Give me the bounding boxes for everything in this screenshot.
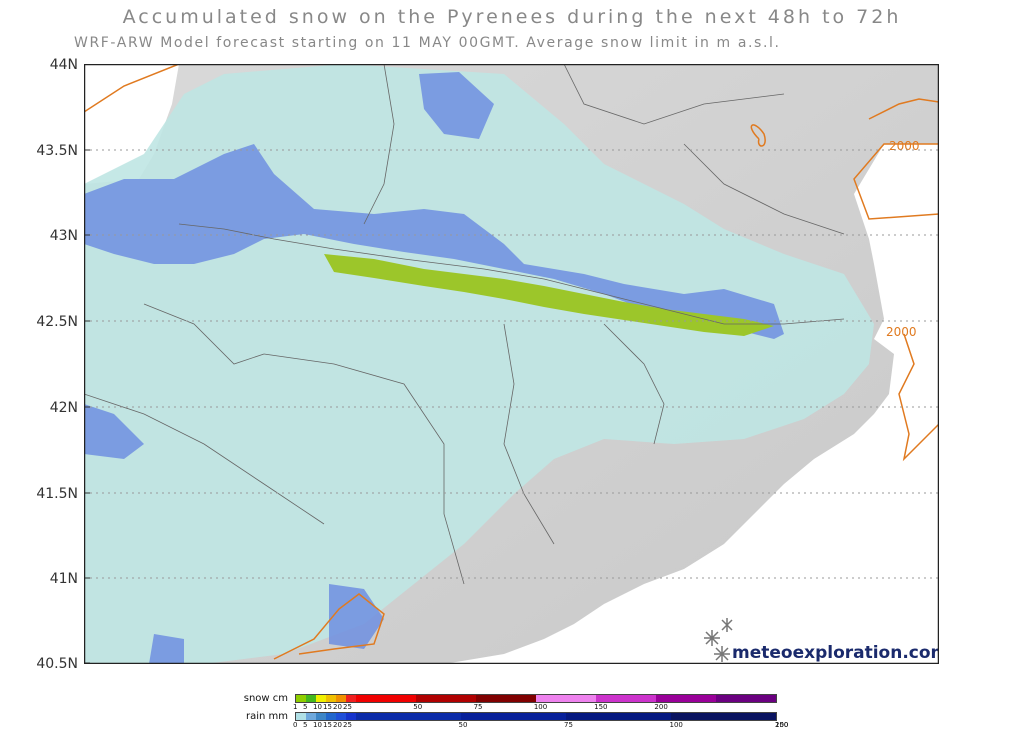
rain-tick-label: 0 (293, 721, 298, 729)
snow-color-swatch (345, 695, 356, 702)
snow-color-swatch (415, 695, 476, 702)
rain-color-swatch (315, 713, 326, 720)
snow-tick-label: 15 (323, 703, 332, 711)
snow-tick-label: 50 (413, 703, 423, 711)
chart-subtitle: WRF-ARW Model forecast starting on 11 MA… (74, 35, 781, 51)
snow-color-swatch (325, 695, 336, 702)
snow-tick-label: 200 (654, 703, 668, 711)
snowflake-logo-icon (704, 618, 733, 662)
rain-color-swatch (325, 713, 336, 720)
snow-color-swatch (715, 695, 776, 702)
snow-color-swatch (655, 695, 716, 702)
snow-color-swatch (595, 695, 656, 702)
rain-cell (329, 584, 384, 649)
moderate-rain-band (84, 144, 784, 339)
legend-snow-title: snow cm (243, 693, 288, 704)
snow-map: 2000 2000 meteoexploration.com (84, 64, 939, 664)
legend-rain: rain mm 0 5 10 15 20 25 50 75 100 150 200 (240, 711, 800, 729)
snow-color-swatch (475, 695, 536, 702)
rain-tick-label: 20 (333, 721, 342, 729)
latitude-gridlines (84, 149, 939, 579)
lat-label-42-5n: 42.5N (36, 314, 78, 330)
rain-color-swatch (345, 713, 356, 720)
political-borders (84, 64, 845, 585)
snow-color-swatch (355, 695, 416, 702)
contour-label-2000: 2000 (889, 139, 920, 153)
snow-color-swatch (305, 695, 316, 702)
snow-accumulation-zone (324, 254, 774, 336)
rain-tick-label: 75 (564, 721, 573, 729)
rain-tick-label: 5 (303, 721, 308, 729)
map-frame (84, 64, 939, 664)
snow-tick-label: 100 (533, 703, 548, 711)
lat-label-43-5n: 43.5N (36, 143, 78, 159)
rain-color-swatch (565, 713, 671, 720)
lat-label-41n: 41N (49, 571, 78, 587)
chart-title: Accumulated snow on the Pyrenees during … (122, 6, 902, 28)
rain-color-bar (295, 712, 777, 721)
snow-tick-label: 10 (313, 703, 322, 711)
rain-color-swatch (296, 713, 306, 720)
snow-limit-contours (84, 64, 939, 660)
snow-tick-label: 75 (473, 703, 483, 711)
rain-color-swatch (305, 713, 316, 720)
rain-color-swatch (670, 713, 776, 720)
legend-rain-title: rain mm (245, 711, 288, 722)
rain-cell (84, 404, 144, 459)
gulf-of-lion-sea (874, 204, 939, 284)
rain-tick-label: 25 (343, 721, 352, 729)
snow-color-swatch (535, 695, 596, 702)
lat-label-41-5n: 41.5N (36, 486, 78, 502)
biscay-sea (84, 64, 179, 184)
logo-text: meteoexploration.com (732, 643, 939, 663)
snow-tick-label: 1 (293, 703, 298, 711)
rain-tick-label: 10 (313, 721, 322, 729)
snow-tick-label: 5 (303, 703, 308, 711)
rain-color-swatch (460, 713, 566, 720)
lat-label-44n: 44N (49, 57, 78, 73)
contour-label-2000: 2000 (886, 325, 917, 339)
rain-tick-label: 200 (775, 721, 789, 729)
snow-color-swatch (296, 695, 306, 702)
rain-color-swatch (335, 713, 346, 720)
legend-snow: snow cm 1 5 10 15 20 25 50 75 100 150 200 (240, 693, 800, 711)
snow-color-bar (295, 694, 777, 703)
rain-color-swatch (355, 713, 461, 720)
snow-tick-label: 25 (343, 703, 352, 711)
snow-color-swatch (335, 695, 346, 702)
rain-tick-label: 100 (669, 721, 683, 729)
lat-label-42n: 42N (49, 400, 78, 416)
snow-color-swatch (315, 695, 326, 702)
rain-tick-label: 150 (775, 721, 789, 729)
rain-cell (149, 634, 184, 664)
rain-cell (419, 72, 494, 139)
lat-label-43n: 43N (49, 228, 78, 244)
rain-tick-label: 15 (323, 721, 332, 729)
rain-tick-label: 50 (458, 721, 468, 729)
snow-tick-label: 150 (594, 703, 608, 711)
snow-tick-label: 20 (333, 703, 342, 711)
lat-label-40-5n: 40.5N (36, 656, 78, 672)
